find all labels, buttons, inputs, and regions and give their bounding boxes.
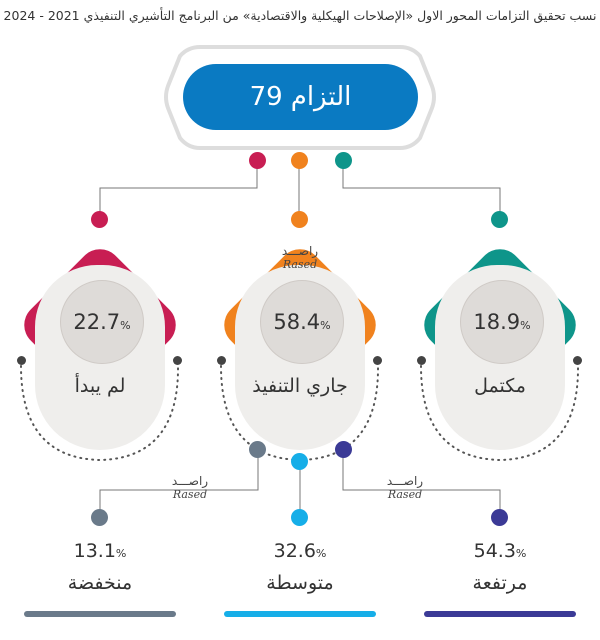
arc-end-dot xyxy=(373,356,382,365)
connector-dot xyxy=(291,453,308,470)
status-label: مكتمل xyxy=(474,375,526,397)
status-card-not-started: 22.7% لم يبدأ xyxy=(0,230,200,470)
level-value: 13.1% xyxy=(0,540,200,562)
total-number: 79 xyxy=(249,82,283,112)
watermark-ar: راصـــد xyxy=(386,474,424,488)
status-label: جاري التنفيذ xyxy=(252,375,348,397)
percent-circle: 18.9% xyxy=(460,280,544,364)
arc-end-dot xyxy=(417,356,426,365)
connector-lines xyxy=(99,162,501,518)
watermark-en: Rased xyxy=(387,488,423,501)
percent-value: 58.4 xyxy=(273,310,321,334)
connector-dot xyxy=(91,211,108,228)
watermark-en: Rased xyxy=(282,258,318,271)
watermark-ar: راصـــد xyxy=(171,474,209,488)
connector-dot xyxy=(291,152,308,169)
watermark: راصـــد Rased xyxy=(365,474,445,502)
connector-dot xyxy=(249,441,266,458)
level-label: مرتفعة xyxy=(472,572,528,594)
arc-end-dot xyxy=(17,356,26,365)
connector-dot xyxy=(249,152,266,169)
percent-circle: 22.7% xyxy=(60,280,144,364)
level-value: 54.3% xyxy=(400,540,600,562)
level-bar-high xyxy=(424,611,576,617)
percent-unit: % xyxy=(315,547,327,560)
percent-value: 32.6 xyxy=(273,540,316,562)
total-commitments-banner: 79 التزام xyxy=(183,64,418,130)
percent-value: 13.1 xyxy=(73,540,116,562)
percent-unit: % xyxy=(320,318,331,332)
percent-unit: % xyxy=(515,547,527,560)
percent-unit: % xyxy=(115,547,127,560)
level-label: متوسطة xyxy=(266,572,334,594)
percent-value: 18.9 xyxy=(473,310,521,334)
level-label: منخفضة xyxy=(67,572,133,594)
arc-end-dot xyxy=(573,356,582,365)
arc-end-dot xyxy=(173,356,182,365)
connector-dot xyxy=(91,509,108,526)
watermark-en: Rased xyxy=(172,488,208,501)
watermark: راصـــد Rased xyxy=(150,474,230,502)
status-card-completed: 18.9% مكتمل xyxy=(400,230,600,470)
percent-unit: % xyxy=(120,318,131,332)
page-title: نسب تحقيق التزامات المحور الاول «الإصلاح… xyxy=(3,8,597,23)
percent-value: 54.3 xyxy=(473,540,516,562)
connector-dot xyxy=(291,211,308,228)
percent-circle: 58.4% xyxy=(260,280,344,364)
connector-dot xyxy=(335,441,352,458)
connector-dot xyxy=(491,509,508,526)
level-value: 32.6% xyxy=(200,540,400,562)
total-label: التزام xyxy=(290,82,352,112)
watermark-ar: راصـــد xyxy=(281,244,319,258)
watermark: راصـــد Rased xyxy=(260,244,340,272)
percent-unit: % xyxy=(520,318,531,332)
arc-end-dot xyxy=(217,356,226,365)
connector-dot xyxy=(291,509,308,526)
connector-dot xyxy=(335,152,352,169)
level-bar-low xyxy=(24,611,176,617)
level-bar-medium xyxy=(224,611,376,617)
status-card-in-progress: 58.4% جاري التنفيذ xyxy=(200,230,400,470)
status-label: لم يبدأ xyxy=(74,375,126,397)
percent-value: 22.7 xyxy=(73,310,121,334)
connector-dot xyxy=(491,211,508,228)
